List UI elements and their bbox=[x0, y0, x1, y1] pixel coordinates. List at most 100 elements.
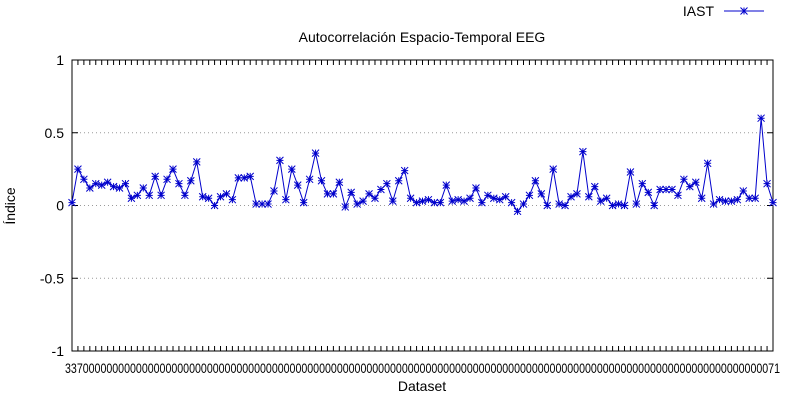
data-point bbox=[210, 201, 219, 210]
data-point bbox=[424, 195, 433, 204]
data-point bbox=[85, 184, 94, 192]
data-point bbox=[561, 201, 569, 210]
data-point bbox=[501, 192, 510, 201]
data-point bbox=[739, 187, 748, 195]
data-point bbox=[264, 200, 272, 208]
data-point bbox=[222, 190, 231, 198]
data-point bbox=[323, 190, 332, 198]
data-point bbox=[371, 194, 379, 203]
y-tick-label: 1 bbox=[56, 52, 64, 68]
data-point bbox=[365, 190, 373, 198]
data-point bbox=[555, 200, 563, 208]
data-point bbox=[115, 184, 124, 192]
data-point bbox=[139, 184, 148, 192]
legend: IAST bbox=[683, 3, 764, 19]
data-point bbox=[614, 200, 623, 208]
data-point bbox=[751, 194, 760, 203]
data-point bbox=[246, 172, 255, 181]
data-point bbox=[608, 201, 617, 210]
data-point bbox=[216, 192, 225, 201]
data-point bbox=[495, 195, 504, 204]
data-point bbox=[335, 178, 344, 187]
data-point bbox=[163, 175, 171, 184]
data-point bbox=[537, 190, 546, 198]
data-point bbox=[305, 175, 314, 184]
data-point bbox=[632, 200, 641, 208]
data-point bbox=[650, 201, 659, 210]
data-point bbox=[668, 185, 676, 194]
data-point bbox=[442, 181, 451, 189]
series-iast bbox=[68, 114, 777, 216]
data-point bbox=[240, 174, 249, 182]
data-point bbox=[198, 192, 207, 201]
data-point bbox=[175, 179, 183, 188]
data-point bbox=[478, 198, 486, 207]
data-point bbox=[584, 192, 593, 201]
y-tick-label: -0.5 bbox=[40, 270, 64, 286]
data-point bbox=[543, 201, 552, 210]
data-point bbox=[602, 194, 611, 203]
data-point bbox=[287, 165, 296, 173]
data-point bbox=[133, 191, 142, 200]
data-point bbox=[400, 166, 409, 175]
legend-marker-iast bbox=[740, 7, 748, 15]
data-point bbox=[745, 194, 754, 203]
data-point bbox=[234, 174, 243, 182]
data-point bbox=[727, 197, 736, 205]
data-point bbox=[282, 195, 290, 204]
data-point bbox=[317, 176, 326, 185]
data-point bbox=[721, 197, 730, 205]
data-point bbox=[121, 179, 130, 188]
grid-lines bbox=[72, 132, 773, 279]
data-point bbox=[549, 165, 558, 173]
data-point bbox=[454, 195, 462, 204]
data-point bbox=[525, 191, 534, 200]
data-point bbox=[293, 181, 302, 189]
data-point bbox=[329, 190, 338, 198]
data-point bbox=[620, 201, 629, 210]
data-point bbox=[596, 197, 605, 205]
data-point bbox=[97, 181, 106, 189]
data-point bbox=[80, 175, 88, 184]
y-axis-label: Índice bbox=[2, 187, 18, 225]
data-point bbox=[448, 197, 457, 205]
y-tick-label: 0.5 bbox=[45, 125, 65, 141]
data-point bbox=[311, 149, 320, 157]
data-point bbox=[299, 198, 308, 207]
data-point bbox=[192, 157, 201, 166]
data-point bbox=[394, 176, 403, 185]
data-point bbox=[186, 176, 195, 185]
data-point bbox=[68, 198, 76, 207]
data-point bbox=[656, 185, 664, 194]
data-point bbox=[181, 191, 189, 200]
data-point bbox=[489, 194, 498, 203]
data-point bbox=[709, 200, 718, 208]
data-point bbox=[270, 187, 278, 195]
data-point bbox=[204, 194, 213, 203]
data-point bbox=[757, 114, 765, 123]
data-point bbox=[697, 194, 706, 203]
data-point bbox=[662, 185, 670, 194]
data-point bbox=[157, 191, 165, 200]
plot-frame bbox=[71, 59, 774, 352]
data-point bbox=[644, 188, 653, 197]
data-point bbox=[579, 147, 587, 156]
data-point bbox=[680, 175, 688, 184]
data-point bbox=[74, 165, 82, 173]
data-point bbox=[703, 159, 712, 168]
data-point bbox=[513, 207, 522, 216]
data-point bbox=[359, 197, 367, 205]
data-point bbox=[406, 194, 415, 203]
data-point bbox=[169, 165, 177, 173]
data-point bbox=[383, 179, 391, 188]
data-point bbox=[460, 197, 468, 205]
data-point bbox=[483, 191, 492, 200]
data-point bbox=[412, 198, 421, 207]
data-point bbox=[685, 182, 694, 191]
data-point bbox=[347, 188, 356, 197]
data-point bbox=[430, 198, 439, 207]
data-point bbox=[674, 191, 682, 200]
data-point bbox=[507, 198, 516, 207]
data-point bbox=[341, 203, 350, 211]
